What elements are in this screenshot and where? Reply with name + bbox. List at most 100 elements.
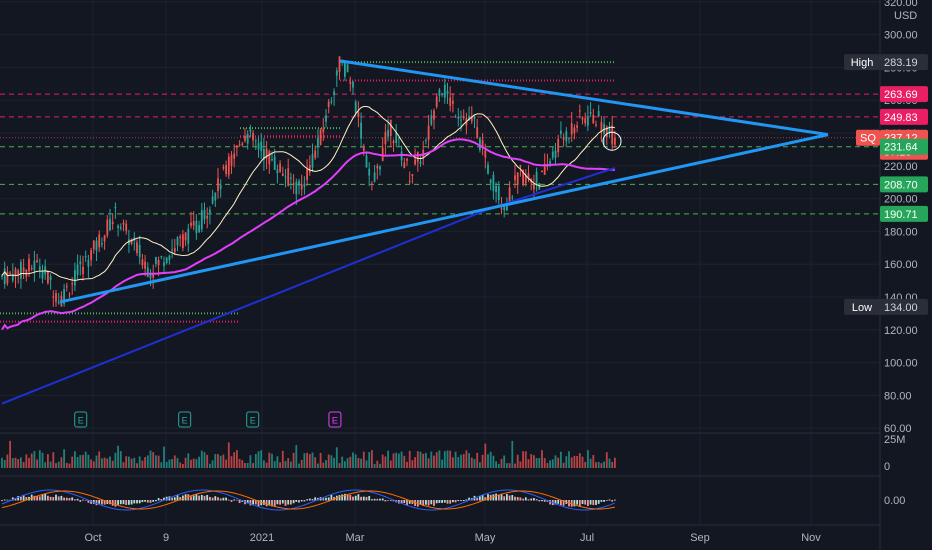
candle-body: [241, 143, 244, 145]
price-tick-label: 80.00: [884, 390, 912, 402]
volume-bar: [562, 462, 565, 468]
volume-bar: [179, 462, 182, 468]
macd-histogram-bar: [257, 500, 260, 507]
macd-histogram-bar: [33, 495, 36, 501]
candle-body: [3, 268, 6, 285]
volume-bar: [203, 452, 206, 468]
candle-body: [192, 221, 195, 226]
macd-histogram-bar: [138, 500, 141, 504]
macd-histogram-bar: [176, 495, 179, 501]
price-label-name: High: [851, 57, 874, 69]
macd-histogram-bar: [225, 497, 227, 501]
volume-bar: [57, 461, 60, 468]
volume-bar: [543, 458, 546, 468]
moving-averages: [1, 105, 616, 405]
candle-body: [573, 127, 576, 134]
earnings-box: [74, 411, 88, 428]
candle-body: [425, 140, 427, 142]
price-tick-label: 200.00: [884, 194, 918, 206]
macd-histogram-bar: [55, 494, 57, 501]
candle-body: [36, 260, 38, 263]
macd-histogram-bar: [276, 500, 279, 505]
volume-bar: [38, 450, 41, 468]
candle-body: [284, 176, 287, 178]
volume-bar: [479, 462, 481, 468]
candle-body: [600, 121, 603, 133]
volume-bar: [389, 460, 392, 468]
macd-histogram-bar: [6, 499, 9, 501]
volume-bar: [106, 458, 109, 468]
volume-bar: [303, 453, 306, 468]
volume-bar: [425, 452, 427, 468]
candle-body: [514, 175, 516, 181]
volume-bar: [195, 459, 198, 468]
macd-histogram-bar: [605, 500, 608, 501]
candle-body: [398, 137, 400, 139]
candle-body: [79, 261, 82, 265]
volume-bar: [414, 457, 416, 468]
candle-body: [95, 240, 98, 251]
macd-histogram-bar: [511, 495, 514, 501]
candle-body: [479, 138, 481, 151]
candle-body: [319, 129, 322, 146]
candle-body: [236, 145, 238, 148]
volume-bar: [271, 453, 273, 468]
price-label-value: 134.00: [884, 302, 918, 314]
macd-histogram-bar: [287, 500, 290, 505]
macd-histogram-bar: [20, 496, 22, 501]
macd-histogram-bar: [300, 500, 303, 502]
candle-body: [568, 138, 570, 140]
macd-histogram-bar: [308, 498, 311, 501]
volume-bar: [101, 458, 103, 468]
macd-histogram-bar: [314, 497, 317, 501]
candle-body: [17, 270, 20, 275]
volume-bar: [219, 455, 222, 468]
volume-bar: [422, 453, 425, 468]
macd-histogram-bar: [349, 494, 352, 501]
macd-histogram-bar: [47, 495, 49, 501]
candle-body: [263, 148, 265, 160]
macd-histogram-bar: [90, 500, 92, 504]
volume-bar: [438, 450, 441, 468]
candle-body: [155, 257, 157, 264]
candle-body: [273, 156, 276, 170]
trendlines: [59, 59, 829, 304]
candle-body: [260, 141, 263, 151]
macd-histogram-bar: [36, 496, 38, 501]
lower-trendline: [59, 133, 829, 304]
candle-body: [500, 208, 503, 210]
volume-bar: [379, 463, 381, 468]
candle-body: [222, 167, 225, 169]
price-tick-label: 60.00: [884, 423, 912, 435]
candles: [1, 56, 616, 307]
upper-trendline: [339, 59, 829, 137]
macd-histogram-bar: [543, 500, 546, 502]
candle-body: [314, 150, 317, 158]
volume-bar: [403, 455, 406, 468]
candle-body: [101, 243, 103, 245]
volume-bar: [176, 458, 179, 468]
volume-bar: [311, 452, 314, 468]
volume-bar: [387, 450, 389, 468]
volume-bar: [171, 458, 173, 468]
earnings-marker: E: [74, 411, 88, 428]
macd-histogram-bar: [271, 500, 273, 507]
volume-bar: [535, 458, 538, 468]
signal-line: [1, 490, 616, 510]
candle-body: [438, 89, 441, 96]
candle-body: [303, 183, 306, 187]
candle-body: [406, 158, 408, 161]
earnings-marker: E: [178, 411, 192, 428]
macd-histogram-bar: [614, 499, 616, 501]
candle-body: [246, 133, 249, 144]
volume-bar: [225, 459, 227, 468]
candle-body: [184, 232, 187, 241]
volume-bar: [384, 456, 387, 468]
volume-bar: [560, 451, 562, 468]
macd-histogram-bar: [211, 497, 214, 501]
volume-bar: [319, 452, 322, 468]
volume-bar: [11, 458, 14, 468]
candle-body: [335, 70, 338, 76]
candle-body: [503, 206, 506, 211]
